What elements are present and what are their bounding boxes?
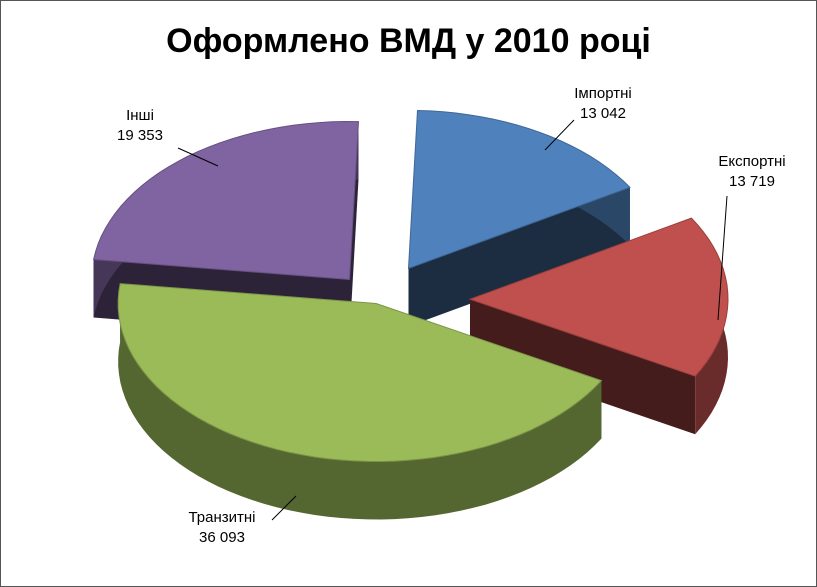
pie-slice-3	[117, 283, 603, 463]
chart-title: Оформлено ВМД у 2010 році	[166, 22, 651, 60]
leader-line-1	[544, 119, 575, 151]
slice-label-1: Імпортні	[574, 85, 631, 102]
pie-slice-2-wall-2	[469, 299, 696, 435]
slice-label-4: Інші	[126, 107, 154, 124]
slice-value-4: 19 353	[117, 127, 163, 144]
slice-label-3: Транзитні	[188, 509, 255, 526]
pie-slice-3-side	[118, 283, 602, 520]
pie-slice-1-wall-2	[408, 187, 630, 327]
slice-value-2: 13 719	[729, 173, 775, 190]
pie-slice-4	[92, 120, 360, 281]
slice-label-2: Експортні	[718, 153, 785, 170]
pie-slice-1	[407, 109, 631, 270]
leader-line-3	[271, 495, 297, 521]
leader-line-2	[717, 195, 728, 321]
pie-slice-2	[468, 217, 729, 377]
slice-value-1: 13 042	[580, 105, 626, 122]
leader-line-4	[177, 147, 219, 167]
slice-value-3: 36 093	[199, 529, 245, 546]
